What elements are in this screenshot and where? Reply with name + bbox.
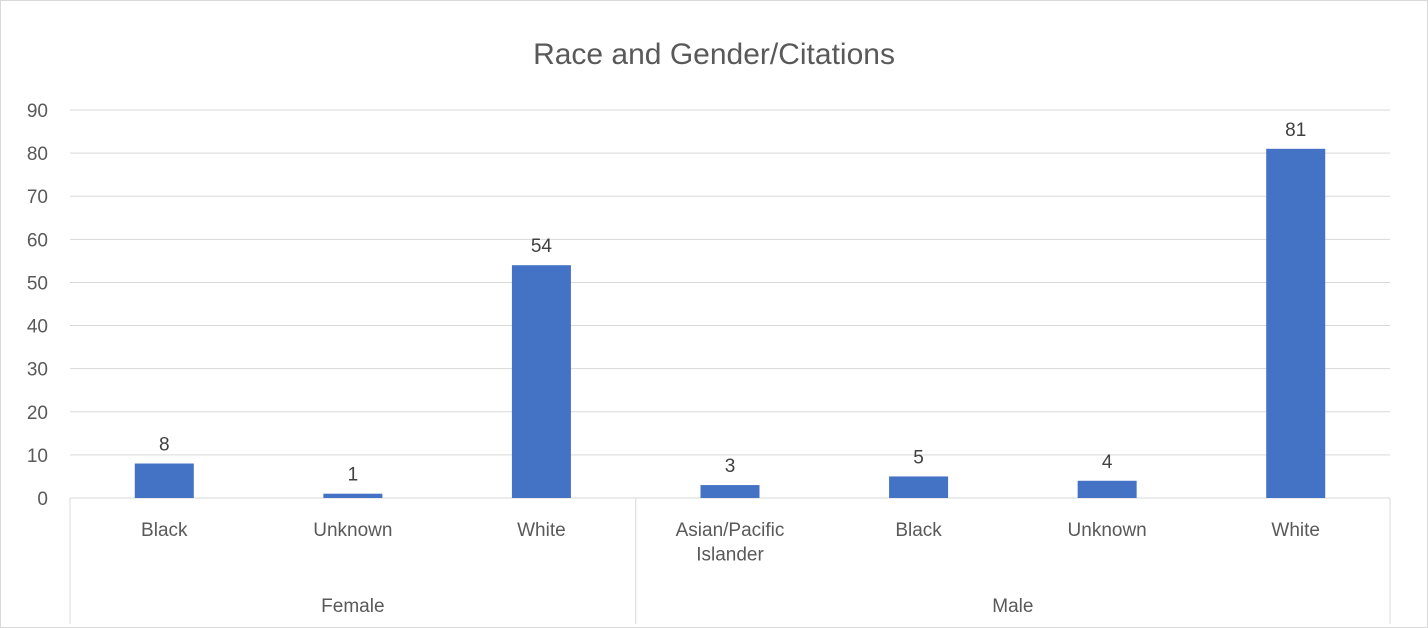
- bar: [323, 493, 383, 498]
- category-label: White: [517, 520, 566, 541]
- bar: [700, 485, 760, 498]
- y-tick-label: 30: [27, 360, 48, 381]
- y-tick-label: 50: [27, 273, 48, 294]
- group-label: Female: [321, 596, 384, 617]
- data-label: 1: [348, 465, 359, 486]
- category-label: Unknown: [1068, 520, 1147, 541]
- bar: [1266, 148, 1326, 499]
- chart-title: Race and Gender/Citations: [533, 38, 895, 71]
- data-label: 81: [1285, 120, 1306, 141]
- data-label: 5: [913, 447, 924, 468]
- category-label: Black: [895, 520, 942, 541]
- y-tick-label: 10: [27, 446, 48, 467]
- category-label: Asian/Pacific Islander: [676, 520, 785, 566]
- y-tick-label: 0: [37, 489, 48, 510]
- data-label: 54: [531, 236, 553, 257]
- bar: [511, 265, 571, 498]
- y-tick-label: 70: [27, 187, 48, 208]
- y-tick-label: 20: [27, 403, 48, 424]
- group-label: Male: [992, 596, 1033, 617]
- y-tick-label: 90: [27, 101, 48, 122]
- category-label: White: [1271, 520, 1320, 541]
- bar: [134, 463, 194, 498]
- y-tick-label: 60: [27, 230, 48, 251]
- category-label: Black: [141, 520, 188, 541]
- data-label: 8: [159, 435, 170, 456]
- y-tick-label: 80: [27, 144, 48, 165]
- bar: [1077, 480, 1137, 498]
- bar: [889, 476, 949, 498]
- category-label: Unknown: [313, 520, 392, 541]
- data-label: 3: [725, 456, 736, 477]
- y-tick-label: 40: [27, 317, 48, 338]
- data-label: 4: [1102, 452, 1113, 473]
